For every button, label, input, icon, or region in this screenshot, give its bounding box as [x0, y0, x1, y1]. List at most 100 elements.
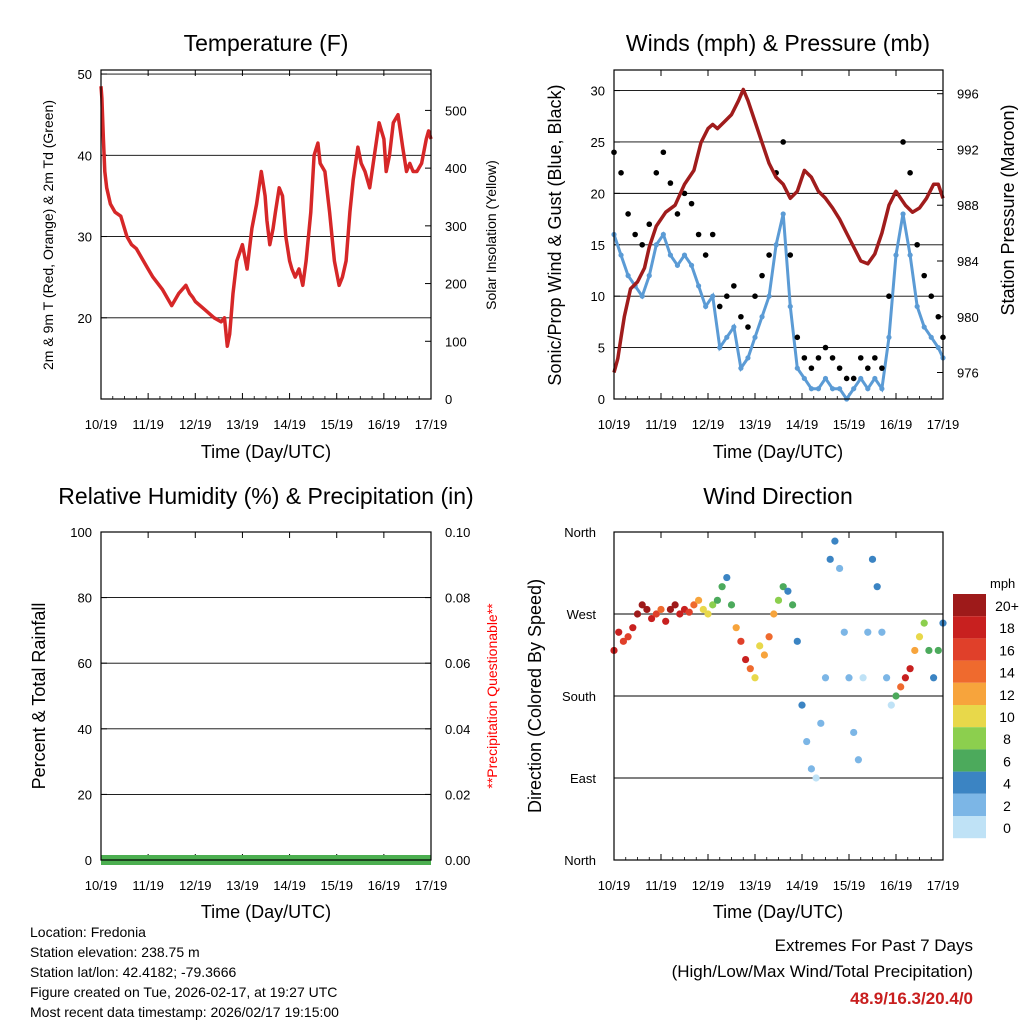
direction-y-tick-label: West	[567, 607, 597, 622]
humidity-y-tick-label: 80	[78, 591, 92, 606]
x-tick-label: 16/19	[880, 417, 913, 432]
direction-point	[901, 674, 910, 682]
colorbar-title: mph	[990, 576, 1015, 591]
wind-point	[851, 386, 857, 392]
colorbar-swatch	[953, 660, 986, 683]
direction-point	[934, 646, 942, 655]
gust-point	[724, 293, 730, 299]
direction-point	[723, 573, 731, 582]
gust-point	[667, 180, 674, 186]
direction-point	[704, 610, 712, 618]
gust-point	[632, 231, 638, 238]
temperature-title: Temperature (F)	[184, 30, 349, 56]
direction-point	[887, 701, 895, 709]
gust-point	[928, 293, 935, 299]
colorbar-label: 8	[1003, 731, 1011, 747]
x-tick-label: 16/19	[368, 878, 401, 893]
colorbar-swatch	[953, 793, 986, 816]
wind-point	[703, 303, 709, 310]
x-tick-label: 17/19	[415, 878, 448, 893]
wind-point	[625, 273, 631, 279]
x-tick-label: 15/19	[833, 417, 866, 432]
direction-point	[864, 628, 872, 636]
temperature-frame	[100, 69, 432, 400]
precip-y-tick-label: 0.00	[445, 853, 470, 868]
wind-point	[738, 365, 744, 371]
direction-point	[915, 633, 924, 641]
direction-point	[831, 537, 839, 545]
x-tick-label: 15/19	[320, 878, 353, 893]
temperature-y-tick-label: 50	[78, 67, 92, 82]
insolation-y-tick-label: 300	[445, 219, 467, 234]
insolation-ylabel: Solar Insolation (Yellow)	[483, 160, 499, 310]
direction-point	[695, 596, 703, 604]
pressure-y-tick-label: 996	[957, 87, 979, 102]
wind-point	[879, 386, 885, 392]
gust-point	[766, 252, 772, 258]
pressure-y-tick-label: 980	[957, 310, 979, 325]
wind-point	[787, 303, 793, 310]
x-tick-label: 13/19	[739, 878, 772, 893]
x-tick-label: 12/19	[179, 878, 212, 893]
x-tick-label: 17/19	[415, 417, 448, 432]
wind-point	[829, 386, 836, 392]
direction-point	[713, 596, 722, 604]
winds-y-tick-label: 0	[598, 392, 605, 407]
gust-point	[660, 149, 667, 156]
x-tick-label: 16/19	[368, 417, 401, 432]
gust-point	[815, 355, 822, 361]
colorbar-swatch	[953, 682, 986, 705]
direction-point	[746, 665, 754, 673]
direction-point	[930, 674, 938, 682]
x-tick-label: 13/19	[739, 417, 772, 432]
direction-y-tick-label: East	[570, 771, 596, 786]
winds-ticks: 0 5 10 15 20 25 30 976 980 984 988 992 996 10/19 11/19…	[591, 70, 979, 432]
x-tick-label: 11/19	[132, 878, 164, 893]
x-tick-label: 14/19	[786, 417, 819, 432]
precip-y-tick-label: 0.06	[445, 656, 470, 671]
direction-point	[883, 674, 891, 682]
wind-point	[688, 262, 695, 268]
wind-point	[773, 242, 779, 248]
wind-point	[865, 386, 871, 392]
wind-point	[914, 303, 920, 310]
colorbar-swatch	[953, 771, 986, 794]
colorbar-swatch	[953, 594, 986, 617]
gust-point	[907, 170, 913, 176]
winds-y-tick-label: 10	[591, 289, 605, 304]
colorbar-swatch	[953, 816, 986, 839]
gust-point	[829, 355, 836, 361]
colorbar-swatch	[953, 727, 986, 750]
pressure-y-tick-label: 984	[957, 254, 979, 269]
x-tick-label: 12/19	[692, 417, 725, 432]
direction-point	[699, 605, 707, 614]
wind-point	[667, 252, 674, 258]
direction-point	[624, 633, 632, 641]
winds-grid	[614, 90, 943, 349]
direction-point	[662, 617, 670, 625]
x-tick-label: 12/19	[179, 417, 212, 432]
direction-point	[770, 610, 778, 618]
wind-point	[681, 252, 688, 258]
humidity-ylabel: Percent & Total Rainfall	[29, 603, 49, 790]
direction-point	[737, 637, 745, 645]
direction-point	[868, 555, 877, 563]
wind-point	[886, 334, 892, 340]
direction-point	[840, 628, 848, 636]
winds-y-tick-label: 25	[591, 135, 605, 150]
precip-y-tick-label: 0.02	[445, 787, 470, 802]
wind-point	[766, 293, 772, 299]
humidity-title: Relative Humidity (%) & Precipitation (i…	[58, 483, 473, 509]
pressure-line	[612, 87, 945, 373]
x-tick-label: 17/19	[927, 417, 960, 432]
gust-point	[716, 303, 723, 310]
pressure-y-tick-label: 992	[957, 142, 979, 157]
direction-point	[690, 601, 698, 609]
wind-point	[660, 231, 666, 238]
gust-point	[935, 313, 942, 320]
x-tick-label: 14/19	[786, 878, 819, 893]
gust-point	[709, 231, 716, 238]
x-tick-label: 17/19	[927, 878, 960, 893]
gust-point	[674, 211, 681, 217]
